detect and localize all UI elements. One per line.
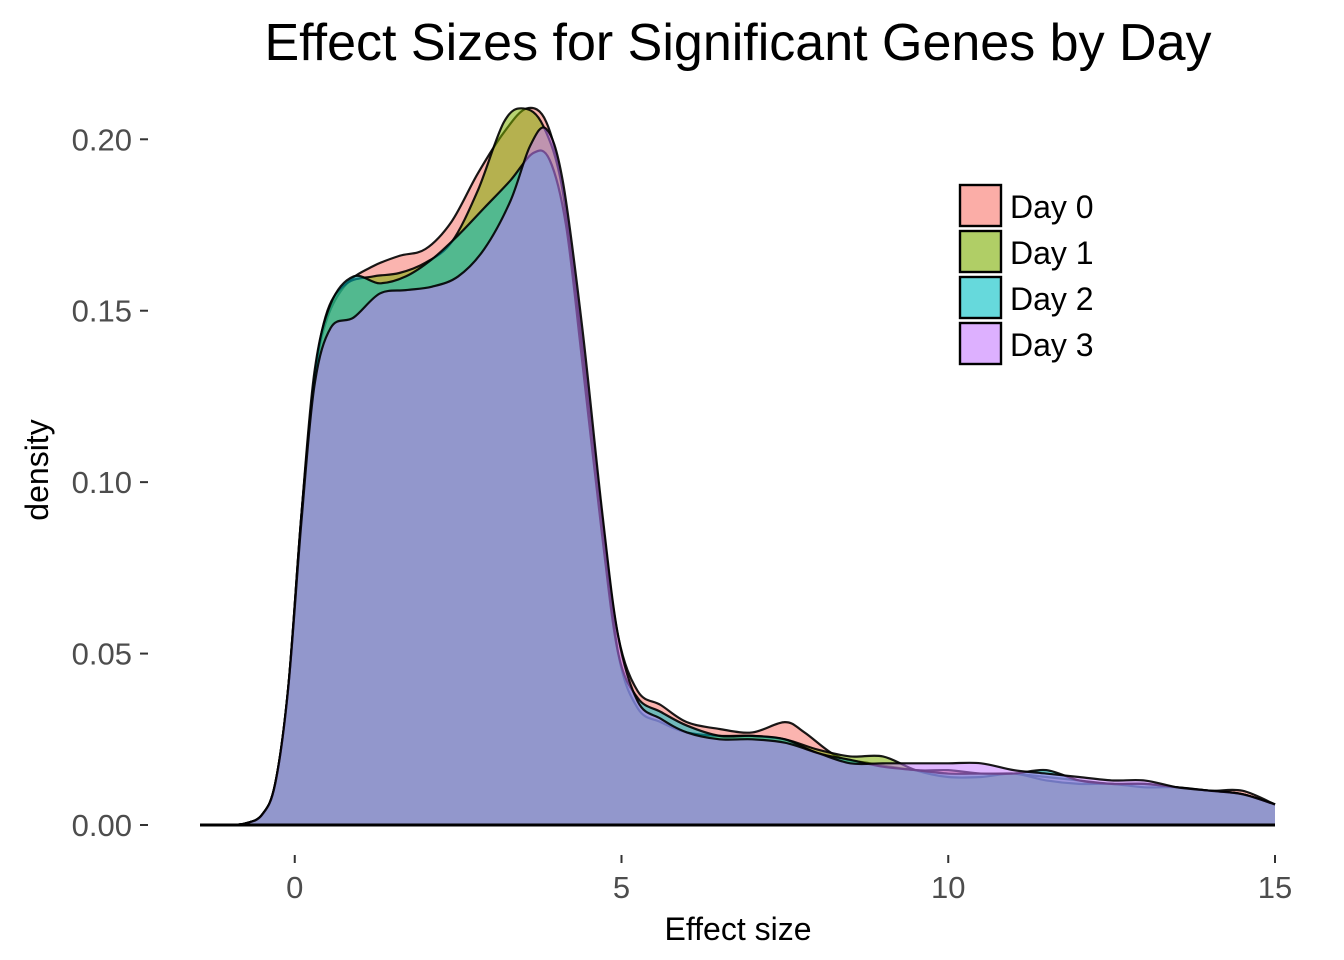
legend-label-day-0: Day 0 <box>1010 189 1094 225</box>
legend-key-day-0 <box>958 183 1003 228</box>
y-tick-label: 0.20 <box>72 122 132 157</box>
x-axis-title: Effect size <box>664 911 811 947</box>
legend-label-day-2: Day 2 <box>1010 281 1094 317</box>
y-axis-title: density <box>19 419 55 520</box>
legend-label-day-1: Day 1 <box>1010 235 1094 271</box>
x-tick-label: 10 <box>931 870 965 905</box>
legend-key-day-1 <box>958 229 1003 274</box>
y-tick-label: 0.05 <box>72 637 132 672</box>
legend-label-day-3: Day 3 <box>1010 327 1094 363</box>
y-tick-label: 0.15 <box>72 294 132 329</box>
legend-key-day-3 <box>958 321 1003 366</box>
legend: Day 0 Day 1 Day 2 Day 3 <box>958 183 1094 366</box>
density-line-day-3 <box>200 126 1276 827</box>
x-tick-label: 15 <box>1258 870 1292 905</box>
series-layer <box>200 106 1276 827</box>
chart-title: Effect Sizes for Significant Genes by Da… <box>264 14 1211 72</box>
x-axis: 0 5 10 15 <box>286 855 1292 905</box>
x-tick-label: 0 <box>286 870 303 905</box>
x-tick-label: 5 <box>613 870 630 905</box>
y-axis: 0.00 0.05 0.10 0.15 0.20 <box>72 122 148 843</box>
y-tick-label: 0.10 <box>72 465 132 500</box>
density-area-day-3 <box>200 127 1275 825</box>
legend-key-day-2 <box>958 275 1003 320</box>
y-tick-label: 0.00 <box>72 808 132 843</box>
